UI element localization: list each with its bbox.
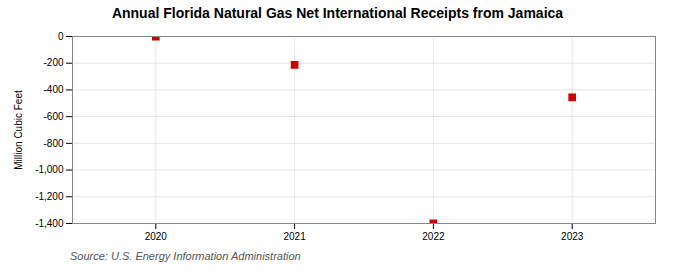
svg-text:2023: 2023	[561, 231, 584, 242]
svg-text:-800: -800	[43, 138, 63, 149]
svg-text:-1,000: -1,000	[35, 164, 64, 175]
svg-text:Million Cubic Feet: Million Cubic Feet	[13, 90, 24, 170]
svg-text:-200: -200	[43, 57, 63, 68]
svg-text:-1,400: -1,400	[35, 218, 64, 229]
html-text:Source: U.S. Energy Informatio: Source: U.S. Energy Information Administ…	[70, 250, 301, 262]
svg-text:-1,200: -1,200	[35, 191, 64, 202]
svg-text:2020: 2020	[145, 231, 168, 242]
svg-text:2021: 2021	[283, 231, 306, 242]
html-text:Annual Florida Natural Gas Net: Annual Florida Natural Gas Net Internati…	[111, 5, 564, 21]
svg-text:-400: -400	[43, 84, 63, 95]
svg-text:2022: 2022	[422, 231, 445, 242]
svg-text:0: 0	[58, 31, 64, 42]
svg-text:-600: -600	[43, 111, 63, 122]
